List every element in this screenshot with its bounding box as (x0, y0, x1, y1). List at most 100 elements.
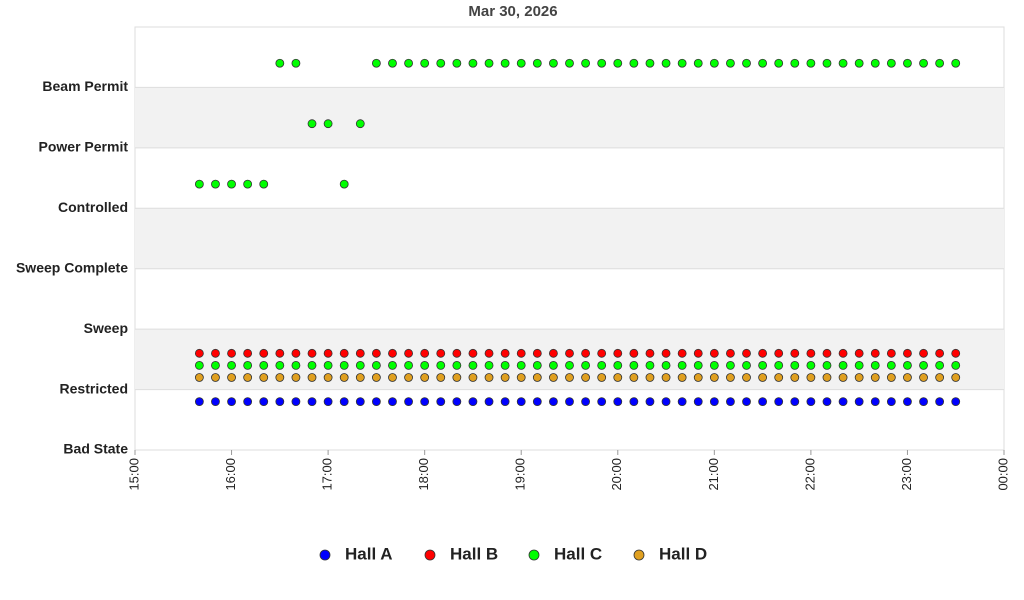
point (870, 58, 880, 68)
point (854, 348, 864, 358)
point (903, 360, 912, 370)
point (774, 348, 784, 358)
point (484, 373, 494, 382)
point (935, 58, 945, 68)
point (484, 360, 494, 370)
point (886, 58, 896, 68)
point (484, 348, 494, 358)
point (742, 348, 751, 358)
point (194, 360, 204, 370)
point (371, 58, 381, 68)
point (227, 348, 236, 358)
point (211, 179, 220, 189)
point (355, 373, 365, 382)
x-tick-label: 21:00 (706, 458, 721, 491)
point (645, 397, 655, 407)
point (484, 397, 494, 407)
point (629, 360, 639, 370)
point (661, 348, 671, 358)
point (243, 348, 253, 358)
point (951, 58, 961, 68)
point (709, 58, 719, 68)
point (227, 397, 236, 407)
point (307, 348, 317, 358)
point (709, 360, 719, 370)
point (355, 360, 365, 370)
point (726, 360, 735, 370)
point (581, 373, 590, 382)
x-tick-label: 17:00 (320, 458, 335, 491)
point (275, 58, 285, 68)
point (516, 373, 526, 382)
point (211, 397, 220, 407)
point (822, 397, 832, 407)
point (838, 397, 848, 407)
point (774, 397, 784, 407)
point (822, 373, 832, 382)
point (838, 58, 848, 68)
point (500, 360, 510, 370)
point (565, 348, 574, 358)
point (404, 373, 413, 382)
point (677, 348, 687, 358)
point (549, 360, 558, 370)
point (886, 360, 896, 370)
point (388, 348, 397, 358)
x-tick-label: 23:00 (899, 458, 914, 491)
point (404, 360, 413, 370)
point (951, 348, 961, 358)
point (420, 373, 430, 382)
point (307, 119, 317, 129)
point (742, 360, 751, 370)
point (259, 360, 269, 370)
point (532, 348, 542, 358)
point (951, 397, 961, 407)
point (854, 373, 864, 382)
point (935, 360, 945, 370)
legend-marker (424, 549, 436, 561)
point (500, 348, 510, 358)
point (822, 58, 832, 68)
point (758, 58, 768, 68)
point (919, 360, 928, 370)
point (742, 58, 751, 68)
point (452, 58, 462, 68)
point (645, 360, 655, 370)
point (211, 373, 220, 382)
point (661, 58, 671, 68)
point (597, 397, 607, 407)
point (371, 360, 381, 370)
point (436, 397, 446, 407)
point (629, 348, 639, 358)
point (693, 58, 703, 68)
point (790, 58, 800, 68)
point (468, 348, 478, 358)
point (677, 58, 687, 68)
point (275, 360, 285, 370)
x-tick-label: 00:00 (995, 458, 1010, 491)
legend-marker (528, 549, 540, 561)
point (693, 360, 703, 370)
point (597, 348, 607, 358)
point (323, 119, 333, 129)
point (790, 348, 800, 358)
point (404, 348, 413, 358)
point (275, 397, 285, 407)
point (307, 360, 317, 370)
x-tick-label: 18:00 (416, 458, 431, 491)
point (355, 119, 365, 129)
point (227, 179, 236, 189)
point (420, 360, 430, 370)
point (903, 58, 912, 68)
point (243, 179, 253, 189)
point (404, 58, 413, 68)
point (291, 373, 301, 382)
point (613, 58, 623, 68)
point (307, 373, 317, 382)
grid-band (135, 87, 1004, 148)
point (388, 397, 397, 407)
point (726, 397, 735, 407)
point (484, 58, 494, 68)
chart-title: Mar 30, 2026 (468, 3, 557, 20)
